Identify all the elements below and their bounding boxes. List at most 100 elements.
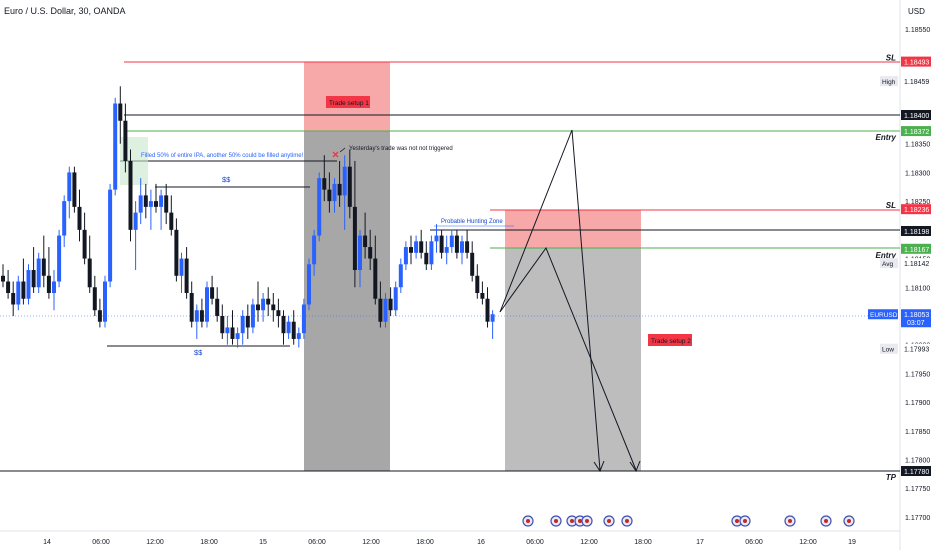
price-tag[interactable]: 1.18142 Avg [880,258,931,269]
economic-event-icon[interactable] [522,515,534,527]
candle [133,201,138,271]
candle-body [57,235,62,282]
economic-event-icon[interactable] [739,515,751,527]
economic-event-icon[interactable] [820,515,832,527]
candle-body [368,247,373,259]
candle [373,235,378,305]
candle [261,293,266,322]
candle-body [174,229,179,276]
candle-body [296,333,301,339]
candle-body [449,235,454,248]
candle [245,304,250,339]
candle [11,281,16,316]
candle-body [143,195,148,207]
candle [378,281,383,328]
setup1-label-box[interactable] [326,96,370,108]
price-tag[interactable]: 1.18198 [901,225,931,236]
candle-body [383,298,388,322]
candle [230,310,235,345]
setup2-label: Trade setup 2 [651,338,691,345]
candle-body [307,264,311,305]
candle [480,281,485,305]
liquidity-top-label: $$ [222,175,231,184]
candle-body [138,195,143,213]
candle [174,218,179,282]
candle-body [103,281,107,322]
price-tag-value: 1.18459 [904,79,929,86]
price-tag[interactable]: 1.18400 [901,110,931,120]
candle [164,183,169,225]
projection-path-2[interactable] [499,246,637,471]
candle [103,275,107,328]
candle [123,103,128,173]
economic-event-icon[interactable] [603,515,615,527]
yesterday-note[interactable]: Yesterday's trade was not not triggered [349,146,453,152]
candle-body [235,333,240,339]
filled-note[interactable]: Filled 50% of entire IPA, another 50% co… [141,153,304,159]
candle-body [133,212,138,230]
candle [159,189,164,230]
candle [250,298,255,334]
price-tick-label: 1.17800 [905,458,930,465]
economic-event-icon[interactable] [581,515,593,527]
price-scale[interactable]: 1.18550 1.18400 1.18350 1.18300 1.182501.182… [868,0,931,550]
candle [113,97,118,196]
candle-body [26,270,31,299]
price-tag[interactable]: 1.18372 Entry [876,126,931,142]
side-label: SL [886,201,896,210]
price-tag[interactable]: 1.18167 Entry [876,243,931,260]
economic-event-icon[interactable] [550,515,562,527]
candle [108,183,113,288]
price-tag[interactable]: 1.17780 TP [886,466,931,482]
time-tick-label: 18:00 [416,539,434,546]
candle [460,235,464,265]
candle [62,195,67,248]
projection-path-1[interactable] [499,129,601,471]
time-tick-label: 06:00 [308,539,326,546]
time-tick-label: 06:00 [92,539,110,546]
candle-body [317,178,322,236]
candle [256,281,260,322]
candle-body [67,172,72,202]
economic-event-icon[interactable] [784,515,796,527]
time-tick-label: 12:00 [362,539,380,546]
candle-body [11,293,16,305]
price-tag[interactable]: 1.17993 Low [880,343,931,354]
hunting-zone-label[interactable]: Probable Hunting Zone [441,219,503,225]
price-tag[interactable]: 1.18236 SL [886,201,931,215]
event-flags[interactable] [522,515,855,527]
candle [393,281,398,316]
candle [128,149,133,242]
setup2-label-box[interactable] [648,334,692,346]
candle-body [1,275,5,282]
candle-body [36,258,41,288]
time-tick-label: 19 [848,539,856,546]
symbol-tag-box [868,309,898,320]
time-axis[interactable]: 14 06:00 12:00 18:00 15 06:00 12:00 18:00 16 06:0… [0,530,900,546]
candle [352,160,357,288]
price-tick-label: 1.17850 [905,429,930,436]
price-tag-value: 1.18142 [904,261,929,268]
time-tick-label: 18:00 [200,539,218,546]
candle-body [424,252,429,265]
price-tag[interactable]: 1.18459 High [880,76,931,87]
price-tick-label: 1.17750 [905,486,930,493]
candle [21,258,26,305]
price-tag-value: 1.18372 [904,129,929,136]
economic-event-icon[interactable] [621,515,633,527]
price-tag-value: 1.18400 [904,113,929,120]
candle [240,310,245,345]
candle-body [358,235,362,271]
price-tag[interactable]: 1.18493 SL [886,54,931,67]
price-tag-caption: EURUSD [870,312,898,319]
candle-body [444,247,449,253]
candle-body [266,298,271,305]
candle [449,229,454,253]
candle [97,298,102,328]
candle-body [414,241,419,253]
economic-event-icon[interactable] [843,515,855,527]
candle-body [250,304,255,328]
setup1-profit-zone [304,131,390,471]
